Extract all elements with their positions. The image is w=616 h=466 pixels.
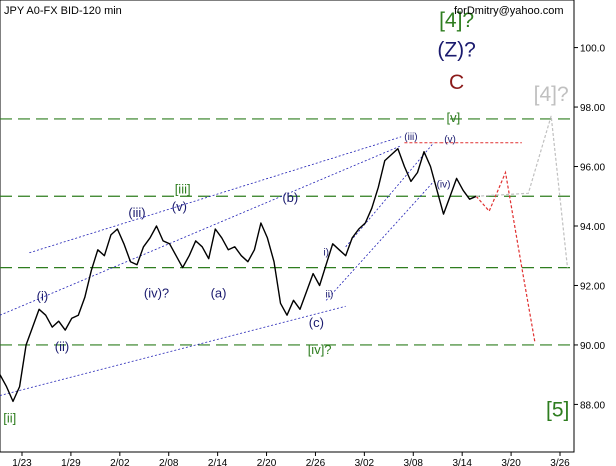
wave-label: [iii] <box>175 181 191 196</box>
x-tick-label: 3/14 <box>452 458 472 466</box>
wave-label: (ii) <box>55 339 69 354</box>
x-tick-label: 2/02 <box>110 458 130 466</box>
x-tick-label: 2/26 <box>306 458 326 466</box>
wave-label: [4]? <box>534 83 569 106</box>
x-axis-ticks: 1/23 1/29 2/02 2/08 2/14 2/20 2/26 3/02 3/08 3/14… <box>12 452 570 466</box>
x-tick-label: 3/08 <box>404 458 424 466</box>
x-tick-label: 3/26 <box>550 458 570 466</box>
x-tick-label: 3/20 <box>501 458 521 466</box>
wave-label: [ii] <box>3 410 16 425</box>
wave-label: (iii) <box>404 132 417 143</box>
y-tick-label: 94.00 <box>580 222 605 233</box>
y-tick-label: 98.00 <box>580 103 605 114</box>
contact-email: forDmitry@yahoo.com <box>454 5 564 17</box>
x-tick-label: 3/02 <box>355 458 375 466</box>
channel-line <box>0 305 346 396</box>
price-line <box>0 147 477 403</box>
plot-background <box>0 0 575 453</box>
channel-line <box>325 181 435 301</box>
wave-label: [v] <box>446 110 460 125</box>
wave-labels: [4]? (Z)? C [4]? [v] (iii) (v) (iv) [iii] (v) (iii… <box>3 9 569 425</box>
wave-label: (i) <box>37 288 49 303</box>
forecast-projections <box>475 115 569 343</box>
channel-line <box>345 142 435 248</box>
chart-title: JPY A0-FX BID-120 min <box>4 5 122 17</box>
trend-channels <box>0 136 522 396</box>
wave-label: [iv]? <box>308 342 332 357</box>
channel-line <box>0 145 402 316</box>
y-tick-label: 100.0 <box>580 44 605 55</box>
x-tick-label: 2/08 <box>159 458 179 466</box>
wave-label: C <box>449 71 464 94</box>
y-tick-label: 90.00 <box>580 341 605 352</box>
wave-label: (Z)? <box>437 39 476 62</box>
x-tick-label: 2/14 <box>208 458 228 466</box>
wave-label: (iii) <box>128 205 145 220</box>
y-tick-label: 96.00 <box>580 163 605 174</box>
wave-label: (v) <box>172 199 187 214</box>
x-tick-label: 1/23 <box>12 458 32 466</box>
wave-label: (a) <box>211 285 227 300</box>
x-tick-label: 2/20 <box>257 458 277 466</box>
y-tick-label: 88.00 <box>580 400 605 411</box>
projection-grey-line <box>476 115 569 268</box>
wave-label: i) <box>323 248 329 259</box>
wave-label: (iv)? <box>144 285 169 300</box>
wave-label: (v) <box>444 135 456 146</box>
wave-label: [5] <box>546 398 569 421</box>
y-axis-ticks: 88.00 90.00 92.00 94.00 96.00 98.00 100.0 <box>574 44 605 411</box>
wave-label: (c) <box>309 315 324 330</box>
wave-label: (iv) <box>437 179 451 190</box>
channel-line <box>29 136 402 254</box>
x-tick-label: 1/29 <box>61 458 81 466</box>
wave-label: (b) <box>282 190 298 205</box>
wave-label: [4]? <box>439 9 474 32</box>
wave-label: ii) <box>326 289 334 300</box>
price-series <box>0 147 477 403</box>
projection-red-line <box>475 170 536 343</box>
y-tick-label: 92.00 <box>580 281 605 292</box>
